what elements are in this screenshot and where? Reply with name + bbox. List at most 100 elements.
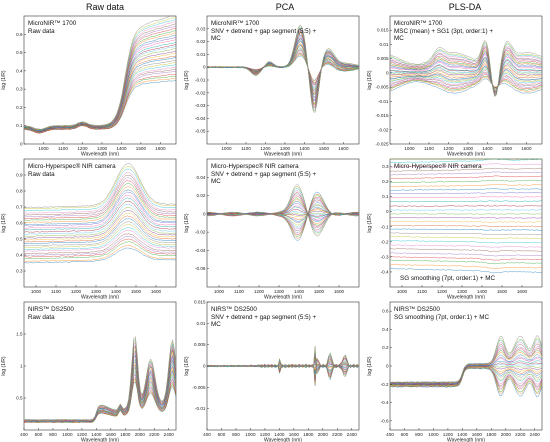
y-tick-label: -0.01 <box>195 78 206 83</box>
y-tick-label: 0.03 <box>197 26 206 31</box>
series-line <box>23 174 176 216</box>
x-tick-label: 1000 <box>397 289 408 294</box>
series-line <box>389 41 543 98</box>
x-tick-label: 1200 <box>254 289 265 294</box>
series-line <box>23 183 177 221</box>
x-tick-label: 1400 <box>477 289 488 294</box>
series-line <box>389 57 543 93</box>
series-line <box>389 158 543 163</box>
panel-title: MicroNIR™ 1700 <box>394 20 443 27</box>
y-tick-label: 0.5 <box>16 396 23 401</box>
y-tick-label: 0 <box>386 70 389 75</box>
column-header-pca: PCA <box>275 2 295 12</box>
x-tick-label: 1400 <box>299 146 310 151</box>
series-line <box>389 67 543 90</box>
x-axis-label: Wavelength (nm) <box>447 438 485 442</box>
y-tick-label: 0.2 <box>382 179 389 184</box>
x-tick-label: 1100 <box>241 146 251 151</box>
x-axis-label: Wavelength (nm) <box>81 152 119 157</box>
x-tick-label: 2200 <box>149 432 160 437</box>
plot-area <box>23 15 177 145</box>
series-line <box>23 200 177 233</box>
y-tick-label: 0.4 <box>16 68 23 73</box>
x-tick-label: 1400 <box>274 432 285 437</box>
y-tick-label: 0.005 <box>377 56 389 61</box>
panel-caption: NIRS™ DS2500 SNV + detrend + gap segment … <box>211 306 321 329</box>
x-tick-label: 1200 <box>77 146 88 151</box>
series-line <box>24 73 177 134</box>
series-line <box>23 236 177 256</box>
x-tick-label: 1200 <box>437 289 448 294</box>
series-line <box>389 167 543 172</box>
x-tick-label: 400 <box>203 432 211 437</box>
y-tick-label: -0.025 <box>375 142 388 147</box>
series-group <box>23 163 177 264</box>
x-tick-label: 1100 <box>234 289 244 294</box>
series-line <box>389 263 543 269</box>
y-tick-label: 0.2 <box>382 345 389 350</box>
panel-title: MicroNIR™ 1700 <box>28 20 77 27</box>
panel-caption: NIRS™ DS2500 SG smoothing (7pt, order:1) … <box>394 306 504 321</box>
x-tick-label: 2400 <box>347 432 358 437</box>
x-tick-label: 1400 <box>116 146 127 151</box>
series-line <box>389 72 543 89</box>
x-tick-label: 1600 <box>338 146 349 151</box>
series-line <box>23 210 177 239</box>
series-line <box>23 218 177 245</box>
x-tick-label: 1200 <box>77 432 88 437</box>
series-line <box>23 203 177 235</box>
series-line <box>389 213 543 215</box>
x-tick-label: 1800 <box>303 432 314 437</box>
column-header-raw: Raw data <box>85 2 125 12</box>
y-tick-label: 0.3 <box>16 269 23 274</box>
x-tick-label: 2000 <box>135 432 146 437</box>
y-tick-label: 0.015 <box>194 300 206 305</box>
x-tick-label: 1300 <box>280 146 291 151</box>
series-line <box>390 54 543 94</box>
series-line <box>389 244 543 248</box>
plot-area <box>206 158 360 288</box>
x-tick-label: 1500 <box>131 289 142 294</box>
series-line <box>389 50 543 95</box>
series-group <box>206 184 360 241</box>
chart-svg: 1000 1100 1200 1300 1400 1500 1600 -0.05 -0.04 -0… <box>184 15 360 156</box>
x-tick-label: 2200 <box>515 432 526 437</box>
y-tick-label: -0.4 <box>381 269 389 274</box>
x-tick-label: 1100 <box>58 146 68 151</box>
series-line <box>389 40 543 97</box>
x-tick-label: 1200 <box>443 146 454 151</box>
series-line <box>24 221 177 247</box>
panel-subtitle: SNV + detrend + gap segment (5:5) + MC <box>211 313 317 329</box>
series-line <box>23 180 176 220</box>
series-line <box>389 71 543 89</box>
chart-svg: 1000 1100 1200 1300 1400 1500 1600 -0.025 -0.02 -… <box>367 15 543 156</box>
series-line <box>24 212 176 241</box>
panel-subtitle: SG smoothing (7pt, order:1) + MC <box>400 275 496 282</box>
panel-title: NIRS™ DS2500 <box>28 306 74 313</box>
panel-caption: MicroNIR™ 1700 SNV + detrend + gap segmen… <box>211 20 321 43</box>
series-line <box>389 56 543 94</box>
x-tick-label: 1000 <box>31 289 42 294</box>
y-tick-label: 0 <box>203 65 206 70</box>
y-axis-label: log (1/R) <box>184 70 190 90</box>
x-tick-label: 1500 <box>497 289 508 294</box>
y-tick-label: -0.06 <box>195 266 206 271</box>
y-tick-label: 0 <box>386 209 389 214</box>
x-tick-label: 1600 <box>517 289 528 294</box>
x-tick-label: 1400 <box>111 289 122 294</box>
series-line <box>390 366 543 387</box>
series-group <box>389 40 543 98</box>
x-tick-label: 1400 <box>294 289 305 294</box>
series-line <box>389 184 543 187</box>
chart-svg: 1000 1100 1200 1300 1400 1500 1600 0.3 0.4 0.5 0.6… <box>1 158 177 299</box>
y-tick-label: 0.01 <box>380 42 389 47</box>
series-line <box>389 216 543 219</box>
x-tick-label: 1000 <box>214 289 225 294</box>
series-line <box>389 66 543 90</box>
panel-caption: NIRS™ DS2500 Raw data <box>28 306 138 321</box>
series-group <box>389 158 543 274</box>
y-tick-label: 0.01 <box>197 52 206 57</box>
x-tick-label: 1000 <box>38 146 49 151</box>
series-line <box>23 247 177 264</box>
y-tick-label: 0.4 <box>16 253 23 258</box>
